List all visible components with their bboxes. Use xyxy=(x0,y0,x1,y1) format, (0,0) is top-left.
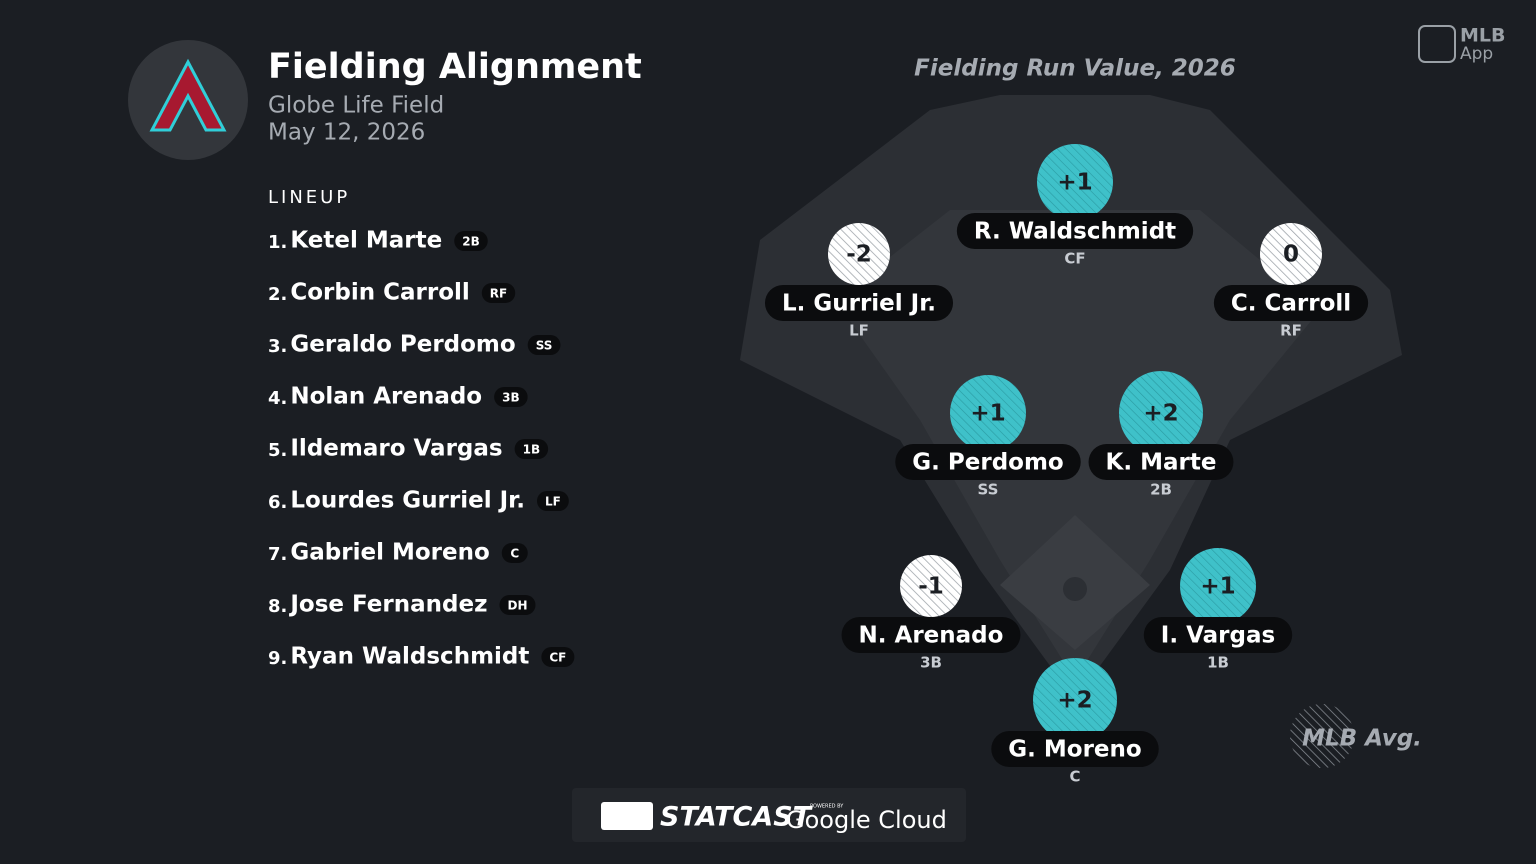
name-pill xyxy=(1088,444,1234,480)
lineup-name: Corbin Carroll xyxy=(290,280,469,306)
position-label: 1B xyxy=(523,443,541,457)
position-label: SS xyxy=(536,339,553,353)
pitchers-mound xyxy=(1063,577,1087,601)
lineup-number: 8. xyxy=(268,596,287,617)
position-badge xyxy=(481,283,516,303)
lineup-number: 4. xyxy=(268,388,287,409)
mlb-app-icon xyxy=(1418,25,1456,63)
app-top: MLB xyxy=(1460,25,1506,47)
legend: MLB Avg. xyxy=(1290,704,1422,768)
position-label: C xyxy=(510,547,519,561)
position-badge xyxy=(514,439,549,459)
position-badge xyxy=(527,335,561,355)
lineup-name: Ketel Marte xyxy=(290,228,442,254)
name-pill xyxy=(764,285,954,321)
lineup-name: Ildemaro Vargas xyxy=(290,436,502,462)
fielder-position: LF xyxy=(849,322,869,340)
position-badge xyxy=(494,387,528,407)
lineup-name: Ryan Waldschmidt xyxy=(290,644,529,670)
value-label: +1 xyxy=(1057,170,1092,196)
value-circle xyxy=(1260,223,1322,285)
position-label: LF xyxy=(545,495,561,509)
mlb-logo xyxy=(601,802,653,830)
lineup-number: 9. xyxy=(268,648,287,669)
value-circle xyxy=(1037,144,1113,220)
name-pill xyxy=(956,213,1194,249)
statcast: STATCAST xyxy=(660,802,814,833)
position-badge xyxy=(501,543,528,563)
field-title: Fielding Run Value, 2026 xyxy=(914,56,1236,82)
value-circle xyxy=(828,223,890,285)
position-badge xyxy=(454,231,488,251)
position-label: CF xyxy=(549,651,566,665)
value-label: -2 xyxy=(846,242,872,268)
position-badge xyxy=(536,491,569,511)
fielder-position: 1B xyxy=(1207,654,1229,672)
lineup-number: 3. xyxy=(268,336,287,357)
fielder-name: R. Waldschmidt xyxy=(974,219,1176,245)
name-pill xyxy=(1213,285,1369,321)
value-circle xyxy=(900,555,962,617)
value-label: 0 xyxy=(1283,242,1299,268)
name-pill xyxy=(895,444,1081,480)
position-label: 2B xyxy=(462,235,480,249)
fielder-position: CF xyxy=(1064,250,1085,268)
fielder-name: K. Marte xyxy=(1106,450,1217,476)
legend-swatch xyxy=(1290,704,1354,768)
value-circle xyxy=(950,375,1026,451)
lineup-number: 2. xyxy=(268,284,287,305)
powered-by: POWERED BY xyxy=(810,804,844,810)
field-inner xyxy=(835,210,1320,680)
fielder-name: G. Perdomo xyxy=(912,450,1063,476)
team-logo-bg xyxy=(128,40,248,160)
name-pill xyxy=(1143,617,1293,653)
position-label: DH xyxy=(507,599,527,613)
sponsor-bar xyxy=(572,788,966,842)
value-label: +1 xyxy=(1200,574,1235,600)
value-label: +2 xyxy=(1057,688,1092,714)
lineup-name: Jose Fernandez xyxy=(288,592,487,618)
lineup-number: 1. xyxy=(268,232,287,253)
fielder-position: 3B xyxy=(920,654,942,672)
legend-label: MLB Avg. xyxy=(1302,726,1422,752)
position-badge xyxy=(499,595,536,615)
venue: Globe Life Field xyxy=(268,93,444,119)
lineup-name: Gabriel Moreno xyxy=(290,540,489,566)
value-circle xyxy=(1180,548,1256,624)
fielder-position: RF xyxy=(1280,322,1302,340)
date: May 12, 2026 xyxy=(268,120,425,146)
position-badge xyxy=(541,647,575,667)
lineup-number: 7. xyxy=(268,544,287,565)
value-label: -1 xyxy=(918,574,944,600)
lineup-number: 5. xyxy=(268,440,287,461)
fielder-position: 2B xyxy=(1150,481,1172,499)
fielder-name: N. Arenado xyxy=(859,623,1004,649)
value-circle xyxy=(1033,658,1117,742)
title: Fielding Alignment xyxy=(268,47,642,87)
lineup-number: 6. xyxy=(268,492,287,513)
value-label: +1 xyxy=(970,401,1005,427)
fielder-name: C. Carroll xyxy=(1231,291,1351,317)
fielder-name: I. Vargas xyxy=(1161,623,1275,649)
lineup-name: Lourdes Gurriel Jr. xyxy=(290,488,525,514)
lineup-name: Geraldo Perdomo xyxy=(290,332,515,358)
fielder-name: G. Moreno xyxy=(1008,737,1141,763)
position-label: 3B xyxy=(502,391,520,405)
value-circle xyxy=(1119,371,1203,455)
name-pill xyxy=(991,731,1159,767)
fielder-position: C xyxy=(1069,768,1080,786)
team-logo xyxy=(149,58,227,132)
fielder-position: SS xyxy=(978,481,999,499)
google-cloud: Google Cloud xyxy=(786,806,947,834)
lineup-label: LINEUP xyxy=(268,187,350,208)
name-pill xyxy=(841,617,1021,653)
value-label: +2 xyxy=(1143,401,1178,427)
fielder-name: L. Gurriel Jr. xyxy=(782,291,936,317)
app-bottom: App xyxy=(1460,44,1493,64)
position-label: RF xyxy=(490,287,507,301)
lineup-name: Nolan Arenado xyxy=(290,384,482,410)
